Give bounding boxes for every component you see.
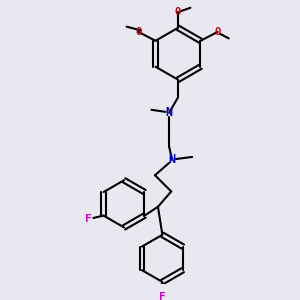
Text: N: N [166,106,173,119]
Text: F: F [85,214,92,224]
Text: N: N [169,153,176,167]
Text: O: O [135,27,142,37]
Text: O: O [214,27,221,37]
Text: F: F [159,292,166,300]
Text: O: O [175,8,181,17]
